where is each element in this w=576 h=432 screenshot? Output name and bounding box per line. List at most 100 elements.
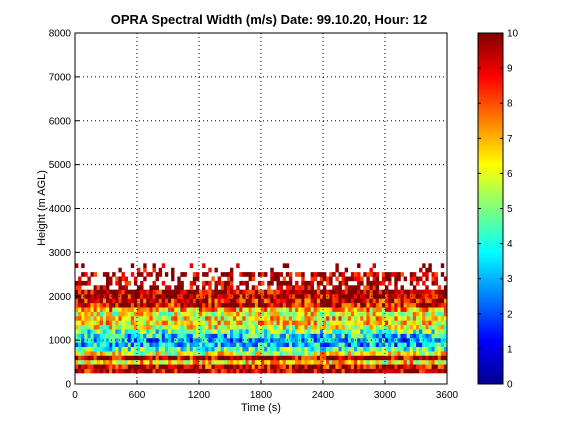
heatmap-cell: [155, 342, 159, 348]
heatmap-cell: [323, 311, 327, 317]
heatmap-cell: [233, 364, 237, 369]
heatmap-cell: [239, 307, 243, 312]
heatmap-cell: [406, 289, 411, 295]
heatmap-cell: [87, 364, 91, 369]
colorbar-tick-label: 4: [507, 239, 513, 250]
heatmap-cell: [242, 315, 246, 321]
heatmap-cell: [202, 351, 206, 356]
heatmap-cell: [304, 351, 308, 356]
heatmap-cell: [161, 263, 166, 269]
heatmap-cell: [434, 346, 438, 352]
heatmap-cell: [112, 289, 116, 295]
heatmap-cell: [440, 355, 445, 361]
heatmap-cell: [422, 280, 426, 286]
heatmap-cell: [195, 368, 200, 374]
heatmap-cell: [208, 337, 212, 343]
heatmap-cell: [195, 315, 200, 321]
heatmap-cell: [248, 351, 252, 356]
heatmap-cell: [158, 302, 163, 308]
y-tick-label: 6000: [49, 116, 72, 127]
heatmap-cell: [75, 320, 79, 326]
heatmap-cell: [319, 333, 324, 339]
heatmap-cell: [121, 298, 125, 304]
heatmap-cell: [248, 276, 252, 282]
heatmap-cell: [406, 320, 411, 326]
heatmap-cell: [137, 307, 141, 312]
heatmap-cell: [245, 342, 249, 348]
heatmap-cell: [440, 272, 445, 277]
y-axis-label: Height (m AGL): [36, 170, 48, 246]
heatmap-cell: [251, 342, 256, 348]
heatmap-cell: [158, 351, 163, 356]
heatmap-cell: [329, 276, 333, 282]
heatmap-cell: [316, 368, 321, 374]
heatmap-cell: [273, 298, 277, 304]
heatmap-cell: [372, 302, 376, 308]
heatmap-cell: [378, 315, 383, 321]
heatmap-cell: [316, 346, 321, 352]
heatmap-cell: [149, 324, 153, 330]
heatmap-cell: [180, 359, 184, 365]
heatmap-cell: [158, 342, 163, 348]
heatmap-cell: [130, 263, 135, 269]
heatmap-cell: [295, 285, 299, 290]
heatmap-cell: [264, 359, 268, 365]
heatmap-cell: [385, 294, 389, 299]
heatmap-cell: [394, 302, 398, 308]
heatmap-cell: [112, 272, 116, 277]
heatmap-cell: [254, 302, 259, 308]
heatmap-cell: [295, 346, 299, 352]
heatmap-cell: [394, 368, 398, 374]
heatmap-cell: [431, 355, 435, 361]
heatmap-cell: [106, 311, 110, 317]
heatmap-cell: [177, 276, 181, 282]
heatmap-cell: [403, 364, 407, 369]
heatmap-cell: [304, 364, 308, 369]
heatmap-cell: [84, 298, 88, 304]
heatmap-cell: [183, 364, 187, 369]
heatmap-cell: [428, 289, 432, 295]
heatmap-cell: [195, 351, 200, 356]
heatmap-cell: [391, 333, 395, 339]
heatmap-cell: [236, 342, 240, 348]
heatmap-cell: [127, 368, 132, 374]
heatmap-cell: [127, 294, 132, 299]
colorbar-tick-label: 9: [507, 64, 513, 75]
heatmap-cell: [273, 311, 277, 317]
heatmap-cell: [338, 342, 342, 348]
heatmap-cell: [267, 359, 271, 365]
heatmap-cell: [329, 351, 333, 356]
heatmap-cell: [366, 298, 370, 304]
heatmap-cell: [406, 329, 411, 334]
heatmap-cell: [326, 311, 330, 317]
heatmap-cell: [133, 329, 138, 334]
heatmap-cell: [130, 337, 135, 343]
heatmap-cell: [127, 311, 132, 317]
heatmap-cell: [152, 351, 156, 356]
heatmap-cell: [121, 346, 125, 352]
heatmap-cell: [341, 351, 345, 356]
heatmap-cell: [385, 368, 389, 374]
heatmap-cell: [381, 346, 386, 352]
heatmap-cell: [220, 351, 225, 356]
heatmap-cell: [270, 276, 274, 282]
heatmap-cell: [254, 298, 259, 304]
heatmap-cell: [205, 307, 209, 312]
heatmap-cell: [292, 359, 296, 365]
heatmap-cell: [428, 337, 432, 343]
heatmap-cell: [257, 333, 262, 339]
heatmap-cell: [202, 272, 206, 277]
heatmap-cell: [335, 359, 339, 365]
heatmap-cell: [341, 355, 345, 361]
heatmap-cell: [143, 342, 147, 348]
heatmap-cell: [412, 276, 417, 282]
heatmap-cell: [434, 355, 438, 361]
heatmap-cell: [363, 329, 367, 334]
heatmap-cell: [329, 272, 333, 277]
heatmap-cell: [112, 333, 116, 339]
heatmap-cell: [375, 324, 380, 330]
heatmap-cell: [431, 289, 435, 295]
heatmap-cell: [310, 368, 314, 374]
heatmap-cell: [369, 267, 373, 273]
heatmap-cell: [115, 315, 119, 321]
